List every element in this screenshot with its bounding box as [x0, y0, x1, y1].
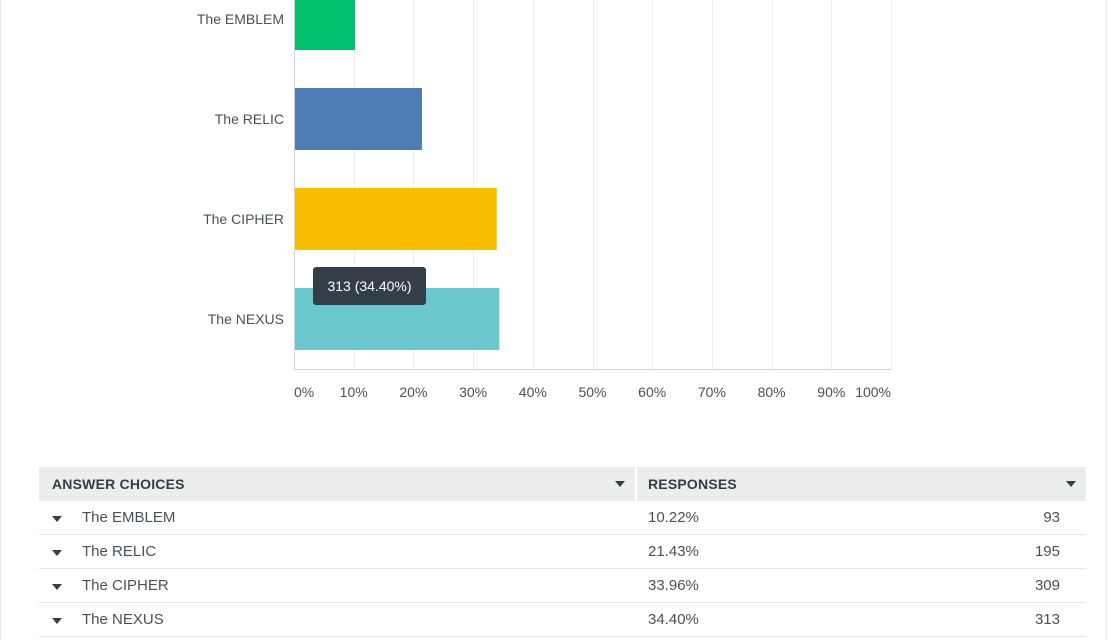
header-responses[interactable]: RESPONSES	[648, 476, 737, 492]
expand-caret-down-icon[interactable]	[52, 550, 62, 556]
bar	[295, 88, 422, 150]
response-percent: 33.96%	[648, 577, 699, 594]
x-tick-label: 80%	[758, 384, 786, 400]
answer-label: The NEXUS	[82, 611, 164, 628]
table-row: The EMBLEM 10.22% 93	[39, 501, 1086, 535]
sort-caret-down-icon[interactable]	[1066, 481, 1076, 487]
x-tick-label: 50%	[578, 384, 606, 400]
response-count: 309	[1034, 577, 1060, 594]
bar-tooltip: 313 (34.40%)	[313, 267, 426, 305]
x-tick-label: 40%	[519, 384, 547, 400]
grid-lines	[354, 0, 892, 370]
x-tick-label: 90%	[817, 384, 845, 400]
sort-caret-down-icon[interactable]	[615, 481, 625, 487]
bar	[295, 0, 356, 50]
x-tick-label: 10%	[340, 384, 368, 400]
responses-table: ANSWER CHOICES RESPONSES The EMBLEM 10.2…	[39, 467, 1086, 637]
x-tick-labels: 0% 10% 20% 30% 40% 50% 60% 70% 80% 90% 100%	[294, 384, 891, 400]
category-label: The RELIC	[215, 111, 284, 127]
response-percent: 21.43%	[648, 543, 699, 560]
x-tick-label: 70%	[698, 384, 726, 400]
answer-label: The RELIC	[82, 543, 157, 560]
category-label: The NEXUS	[208, 311, 284, 327]
x-tick-label: 0%	[294, 384, 314, 400]
table-header: ANSWER CHOICES RESPONSES	[39, 467, 1086, 501]
category-label: The CIPHER	[203, 211, 284, 227]
table-row: The NEXUS 34.40% 313	[39, 603, 1086, 637]
answer-label: The CIPHER	[82, 577, 169, 594]
x-tick-label: 100%	[855, 384, 891, 400]
panel-left-border	[0, 0, 1, 640]
axes	[294, 0, 892, 370]
response-percent: 34.40%	[648, 611, 699, 628]
response-count: 195	[1034, 543, 1060, 560]
expand-caret-down-icon[interactable]	[52, 516, 62, 522]
expand-caret-down-icon[interactable]	[52, 618, 62, 624]
x-tick-label: 30%	[459, 384, 487, 400]
table-row: The RELIC 21.43% 195	[39, 535, 1086, 569]
header-divider	[635, 467, 637, 501]
response-percent: 10.22%	[648, 509, 699, 526]
response-count: 93	[1043, 509, 1060, 526]
response-count: 313	[1034, 611, 1060, 628]
x-tick-label: 60%	[638, 384, 666, 400]
bars	[295, 0, 500, 350]
category-labels: The EMBLEM The RELIC The CIPHER The NEXUS	[197, 11, 284, 327]
bar	[295, 188, 497, 250]
table-row: The CIPHER 33.96% 309	[39, 569, 1086, 603]
category-label: The EMBLEM	[197, 11, 284, 27]
expand-caret-down-icon[interactable]	[52, 584, 62, 590]
x-tick-label: 20%	[399, 384, 427, 400]
answer-label: The EMBLEM	[82, 509, 176, 526]
bar-chart: The EMBLEM The RELIC The CIPHER The NEXUS 0…	[197, 0, 892, 400]
header-answer-choices[interactable]: ANSWER CHOICES	[52, 476, 185, 492]
panel-right-border	[1106, 0, 1107, 640]
